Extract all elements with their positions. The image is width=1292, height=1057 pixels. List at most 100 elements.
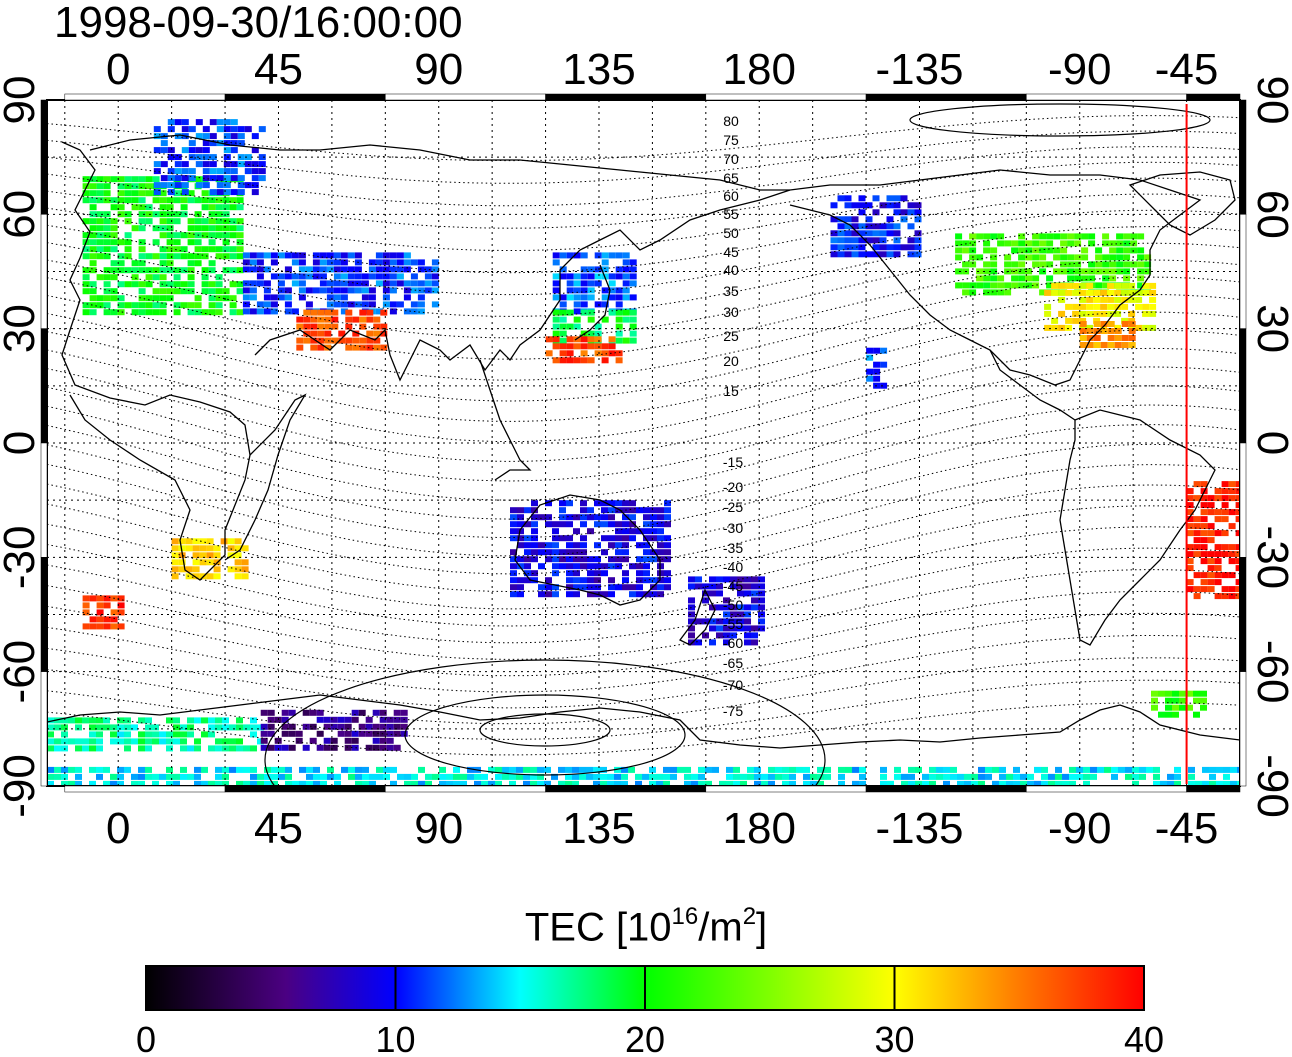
tec-cell [103, 225, 111, 232]
tec-cell [517, 591, 524, 598]
tec-cell [1079, 282, 1087, 289]
tec-cell [274, 744, 282, 751]
tec-cell [323, 723, 331, 730]
tec-cell [159, 253, 167, 260]
tec-cell [622, 309, 630, 316]
tec-cell [180, 281, 188, 288]
tec-cell [737, 583, 744, 590]
tec-cell [1011, 240, 1019, 247]
tec-cell [650, 549, 657, 556]
tec-cell [629, 294, 637, 301]
tec-cell [243, 766, 250, 773]
tec-cell [159, 302, 167, 309]
tec-cell [538, 591, 545, 598]
tec-cell [1121, 317, 1129, 324]
tec-cell [510, 577, 517, 584]
tec-cell [688, 576, 695, 583]
tec-cell [344, 737, 352, 744]
tec-cell [229, 738, 236, 745]
tec-cell [559, 309, 567, 316]
colorbar-title-exponent-2: 2 [742, 903, 757, 930]
tec-cell [531, 507, 538, 514]
tec-cell [291, 273, 299, 280]
tec-cell [1135, 303, 1143, 310]
tec-cell [215, 724, 222, 731]
tec-cell [236, 267, 244, 274]
tec-cell [879, 251, 887, 258]
tec-cell [236, 780, 243, 786]
tec-cell [1114, 328, 1122, 334]
tec-cell [614, 780, 621, 786]
tec-cell [393, 723, 401, 730]
tec-cell [629, 280, 637, 287]
tec-cell [1207, 551, 1215, 558]
coastline-central-america [989, 349, 1076, 421]
tec-cell [990, 254, 998, 261]
tec-cell [1039, 254, 1047, 261]
magnetic-lat-label: -70 [723, 677, 743, 693]
tec-cell [969, 282, 977, 289]
tec-cell [1123, 247, 1131, 254]
tec-cell [152, 309, 160, 316]
tec-cell [1069, 766, 1076, 773]
tec-cell [1188, 773, 1195, 780]
tec-cell [166, 295, 174, 302]
tec-cell [166, 717, 173, 724]
tec-cell [1114, 289, 1122, 296]
tec-cell [194, 780, 201, 786]
tec-cell [326, 252, 334, 259]
tec-cell [580, 507, 587, 514]
magnetic-latitude-curve [47, 242, 1240, 339]
tec-cell [1020, 773, 1027, 780]
tec-cell [635, 773, 642, 780]
tec-cell [358, 709, 366, 716]
tec-cell [103, 246, 111, 253]
tec-cell [209, 161, 217, 168]
tec-cell [234, 566, 242, 573]
tec-cell [593, 766, 600, 773]
tec-cell [167, 119, 175, 126]
tec-cell [89, 295, 97, 302]
tec-cell [552, 280, 560, 287]
tec-cell [1090, 766, 1097, 773]
tec-cell [138, 260, 146, 267]
tec-cell [344, 723, 352, 730]
tec-cell [410, 280, 418, 287]
tec-cell [985, 773, 992, 780]
tec-cell [782, 780, 789, 786]
tec-cell [524, 556, 531, 563]
tec-cell [538, 542, 545, 549]
tec-cell [110, 616, 118, 623]
tec-cell [879, 237, 887, 244]
tec-cell [334, 773, 341, 780]
tec-cell [187, 773, 194, 780]
tec-cell [559, 301, 567, 308]
tec-cell [545, 584, 552, 591]
tec-cell [192, 573, 200, 580]
tec-cell [1235, 593, 1240, 600]
tec-cell [359, 337, 367, 344]
tec-cell [330, 744, 338, 751]
tec-cell [594, 556, 601, 563]
tec-cell [573, 577, 580, 584]
tec-cell [594, 323, 602, 330]
tec-cell [1058, 296, 1066, 303]
tec-cell [96, 623, 104, 630]
tec-cell [962, 282, 970, 289]
tec-cell [47, 724, 54, 731]
tec-cell [1079, 321, 1087, 327]
tec-cell [531, 535, 538, 542]
tec-cell [195, 147, 203, 154]
tec-cell [241, 545, 249, 552]
tec-cell [393, 716, 401, 723]
tec-cell [110, 197, 118, 204]
tec-cell [256, 259, 264, 266]
tec-cell [629, 309, 637, 316]
tec-cell [96, 239, 104, 246]
tec-cell [1060, 254, 1068, 261]
tec-cell [187, 717, 194, 724]
tec-cell [751, 625, 758, 632]
tec-cell [1135, 324, 1143, 331]
tec-cell [352, 316, 360, 323]
tec-cell [1186, 704, 1193, 711]
